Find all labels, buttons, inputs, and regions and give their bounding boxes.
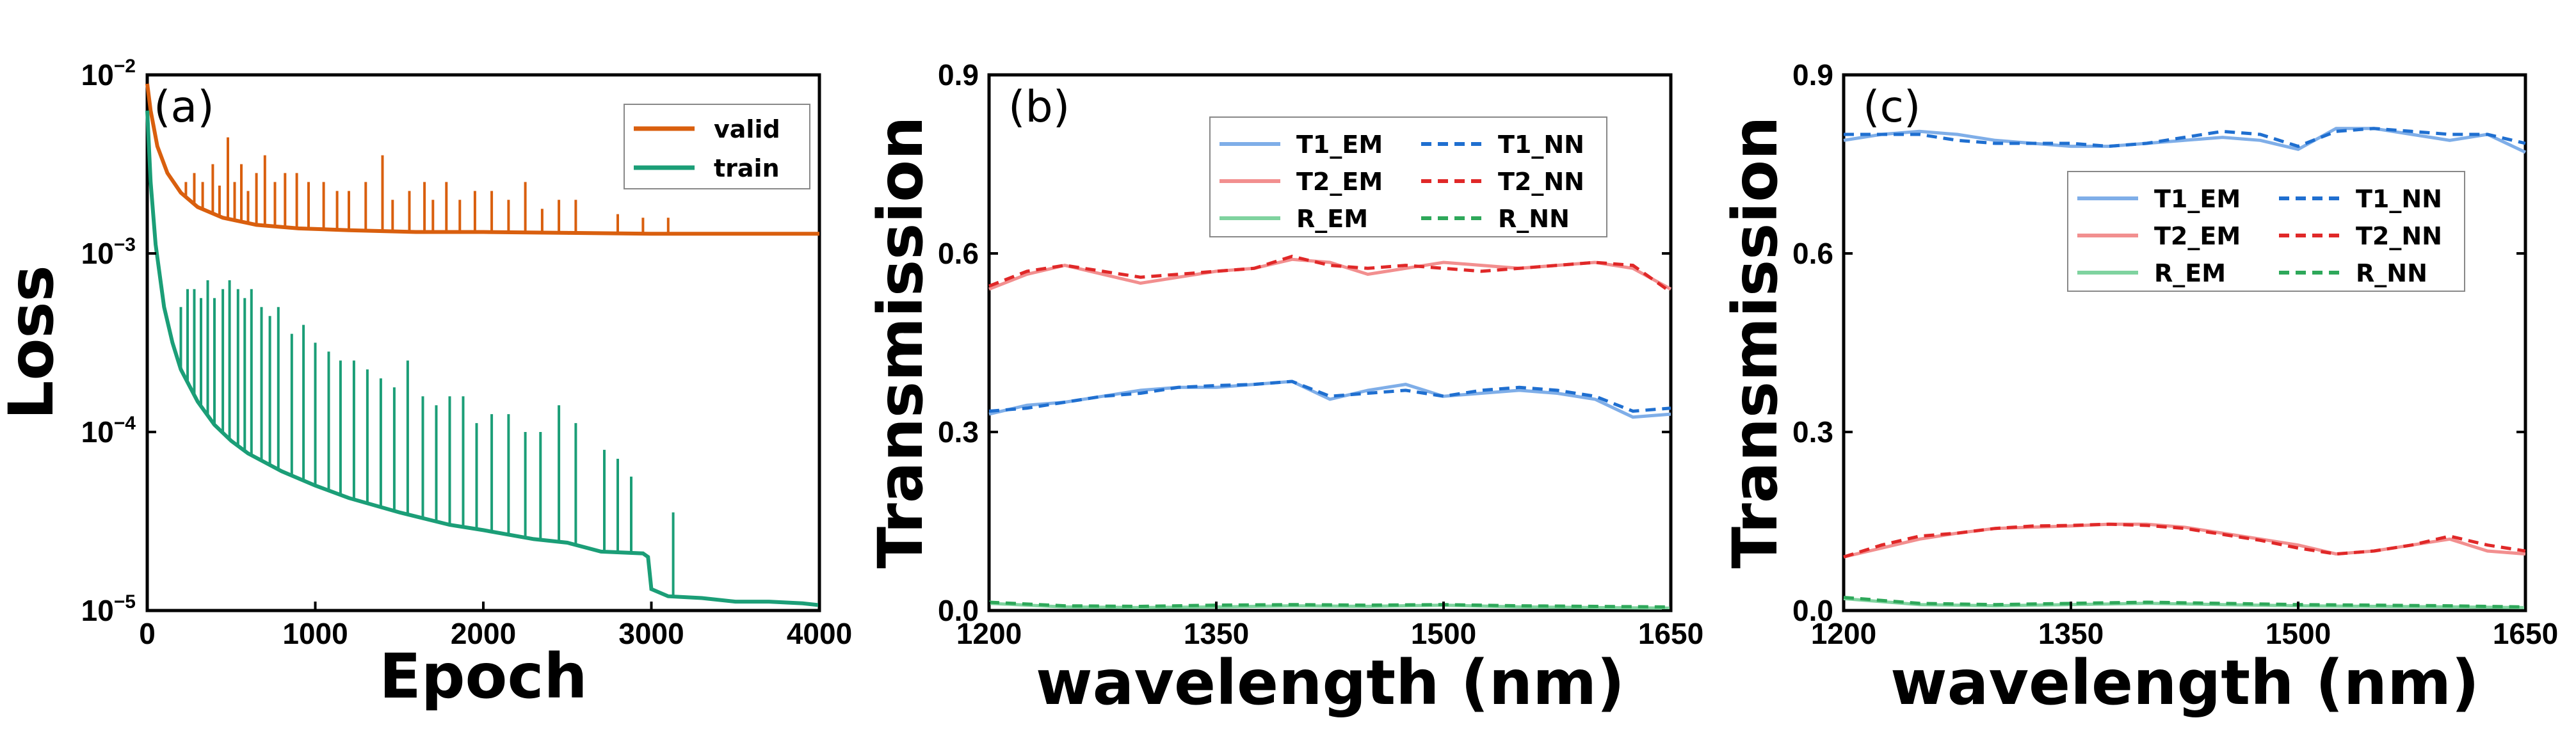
y-axis-ticks: 10−2 10−3 10−4 10−5 — [81, 56, 156, 627]
series-line-r_nn — [1843, 596, 2526, 609]
y-tick-label: 0.3 — [938, 415, 979, 449]
x-tick-label: 4000 — [787, 617, 852, 650]
plot-frame — [1842, 73, 2527, 612]
x-tick-label: 1500 — [2266, 617, 2331, 650]
legend-box — [624, 104, 810, 189]
y-tick-label: 0.0 — [938, 594, 979, 627]
series-line-t2_nn — [1843, 522, 2526, 559]
transmission-chart-c: 1200 1350 1500 1650 0.0 0.3 0.6 0.9 (c) wavele… — [1719, 58, 2558, 719]
legend-label-t1_em: T1_EM — [1296, 131, 1383, 159]
y-tick-label: 0.3 — [1792, 415, 1833, 449]
x-axis-label: Epoch — [379, 641, 588, 712]
series-line-t1_nn — [988, 379, 1671, 413]
y-tick-label: 0.9 — [938, 58, 979, 92]
legend-label-t2_nn: T2_NN — [1498, 168, 1584, 196]
legend-label-valid: valid — [714, 115, 780, 143]
x-tick-label: 1650 — [2493, 617, 2558, 650]
x-axis-label: wavelength (nm) — [1890, 647, 2479, 719]
y-tick-label: 0.6 — [1792, 237, 1833, 270]
x-tick-label: 1650 — [1638, 617, 1703, 650]
series-line-t2_nn — [988, 255, 1672, 294]
series-line-t1_nn — [1844, 127, 2526, 148]
x-tick-label: 3000 — [618, 617, 684, 650]
legend-label-t1_nn: T1_NN — [2356, 185, 2442, 213]
x-tick-label: 2000 — [451, 617, 516, 650]
legend: T1_EM T1_NN T2_EM T2_NN R_EM R_NN — [2067, 171, 2465, 292]
legend-label-t1_em: T1_EM — [2154, 185, 2241, 213]
legend-label-t2_em: T2_EM — [1296, 168, 1383, 196]
y-axis-label: Loss — [0, 265, 67, 419]
series-line-t1_em — [1843, 127, 2527, 154]
plot-frame — [987, 73, 1673, 612]
series-layer — [988, 255, 1672, 610]
y-axis-ticks: 0.0 0.3 0.6 0.9 — [1792, 58, 2525, 627]
y-tick-label: 10−3 — [81, 234, 136, 270]
x-tick-label: 1500 — [1411, 617, 1476, 650]
series-layer — [1843, 127, 2527, 609]
x-tick-label: 1200 — [1811, 617, 1876, 650]
legend-label-train: train — [714, 154, 780, 182]
y-tick-label: 0.0 — [1792, 594, 1833, 627]
legend-label-r_nn: R_NN — [2356, 259, 2427, 287]
x-tick-label: 1350 — [2038, 617, 2104, 650]
y-axis-label: Transmission — [1719, 116, 1791, 569]
legend-label-t1_nn: T1_NN — [1498, 131, 1584, 159]
legend-label-t2_nn: T2_NN — [2356, 222, 2442, 250]
series-line-t2_em — [1843, 522, 2526, 559]
panel-label: (c) — [1863, 82, 1920, 132]
panel-label: (a) — [154, 82, 214, 132]
series-line-valid — [145, 83, 819, 236]
x-axis-ticks: 0 1000 2000 3000 4000 — [139, 602, 852, 650]
x-tick-label: 1000 — [282, 617, 348, 650]
legend-label-t2_em: T2_EM — [2154, 222, 2241, 250]
legend: valid train — [624, 104, 810, 189]
x-tick-label: 1200 — [956, 617, 1022, 650]
transmission-chart-b: 1200 1350 1500 1650 0.0 0.3 0.6 0.9 (b) wavele… — [865, 58, 1703, 719]
x-axis-label: wavelength (nm) — [1036, 647, 1625, 719]
series-line-r_nn — [988, 600, 1671, 609]
y-tick-label: 0.9 — [1792, 58, 1833, 92]
x-tick-label: 1350 — [1184, 617, 1249, 650]
x-axis-ticks: 1200 1350 1500 1650 — [1811, 602, 2558, 650]
y-axis-ticks: 0.0 0.3 0.6 0.9 — [938, 58, 1671, 627]
y-tick-label: 10−4 — [81, 413, 136, 449]
legend-label-r_em: R_EM — [2154, 259, 2226, 287]
y-tick-label: 10−5 — [81, 591, 136, 627]
series-layer — [145, 83, 820, 607]
legend: T1_EM T1_NN T2_EM T2_NN R_EM R_NN — [1209, 116, 1607, 237]
y-tick-label: 10−2 — [81, 56, 136, 92]
panel-label: (b) — [1008, 82, 1070, 132]
series-line-t1_em — [988, 379, 1671, 419]
series-line-t2_em — [988, 257, 1672, 291]
x-axis-ticks: 1200 1350 1500 1650 — [956, 602, 1703, 650]
y-axis-label: Transmission — [865, 116, 937, 569]
legend-label-r_em: R_EM — [1296, 205, 1368, 233]
loss-chart: 0 1000 2000 3000 4000 10−2 10−3 10−4 10−5 (a) E… — [0, 56, 852, 712]
legend-label-r_nn: R_NN — [1498, 205, 1570, 233]
y-tick-label: 0.6 — [938, 237, 979, 270]
series-line-train — [145, 110, 820, 607]
x-tick-label: 0 — [139, 617, 156, 650]
